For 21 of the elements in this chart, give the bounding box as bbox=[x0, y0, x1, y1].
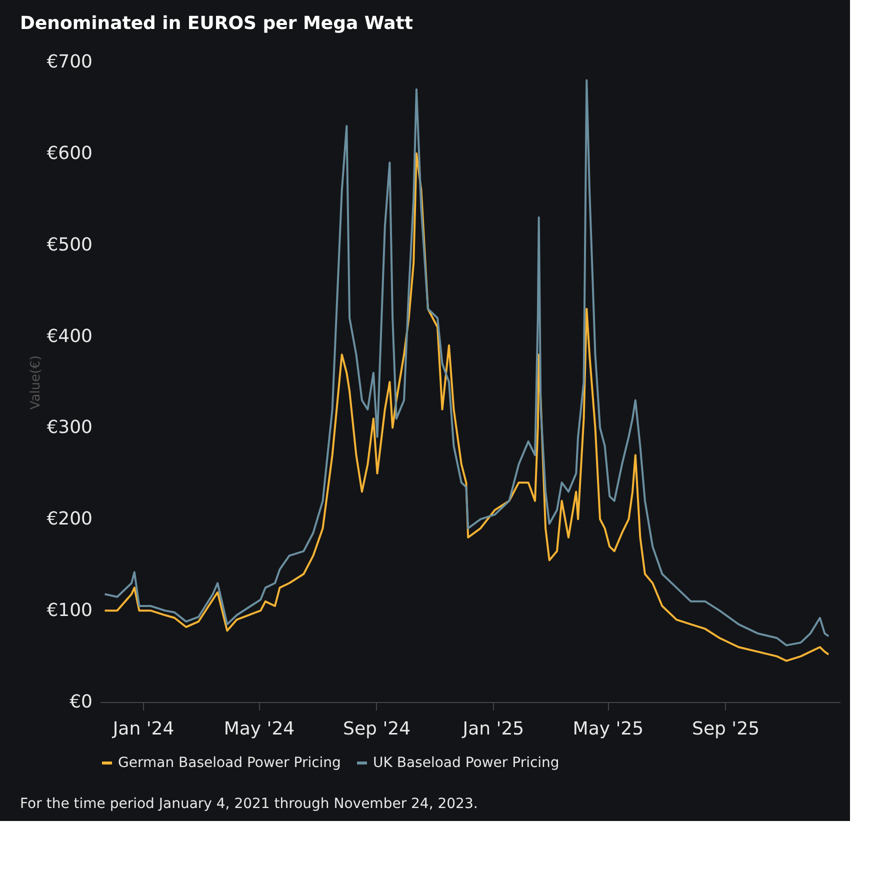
y-tick-label: €400 bbox=[46, 326, 92, 347]
text: For the time period January 4, 2021 through November 24, 2023. bbox=[20, 796, 478, 812]
legend-label: German Baseload Power Pricing bbox=[118, 755, 341, 771]
line-series bbox=[104, 152, 830, 662]
y-tick-label: €200 bbox=[46, 508, 92, 530]
y-tick-label: €300 bbox=[46, 417, 92, 438]
chart-title: Denominated in EUROS per Mega Watt bbox=[20, 13, 414, 34]
x-tick-label: May '24 bbox=[224, 718, 295, 740]
y-tick-label: €100 bbox=[46, 600, 92, 622]
y-axis-title: Value(€) bbox=[28, 355, 44, 410]
x-tick-label: Jan '24 bbox=[112, 718, 174, 740]
x-tick-label: Jan '25 bbox=[462, 718, 524, 740]
y-tick-label: €0 bbox=[70, 692, 92, 712]
y-tick-label: €700 bbox=[46, 52, 92, 72]
x-tick-label: Sep '24 bbox=[343, 718, 411, 740]
y-tick-label: €500 bbox=[46, 234, 92, 256]
y-tick-label: €600 bbox=[46, 142, 92, 164]
line-series bbox=[104, 79, 830, 646]
x-tick-label: Sep '25 bbox=[692, 718, 760, 740]
x-tick-label: May '25 bbox=[572, 718, 644, 740]
legend-label: UK Baseload Power Pricing bbox=[373, 755, 560, 771]
